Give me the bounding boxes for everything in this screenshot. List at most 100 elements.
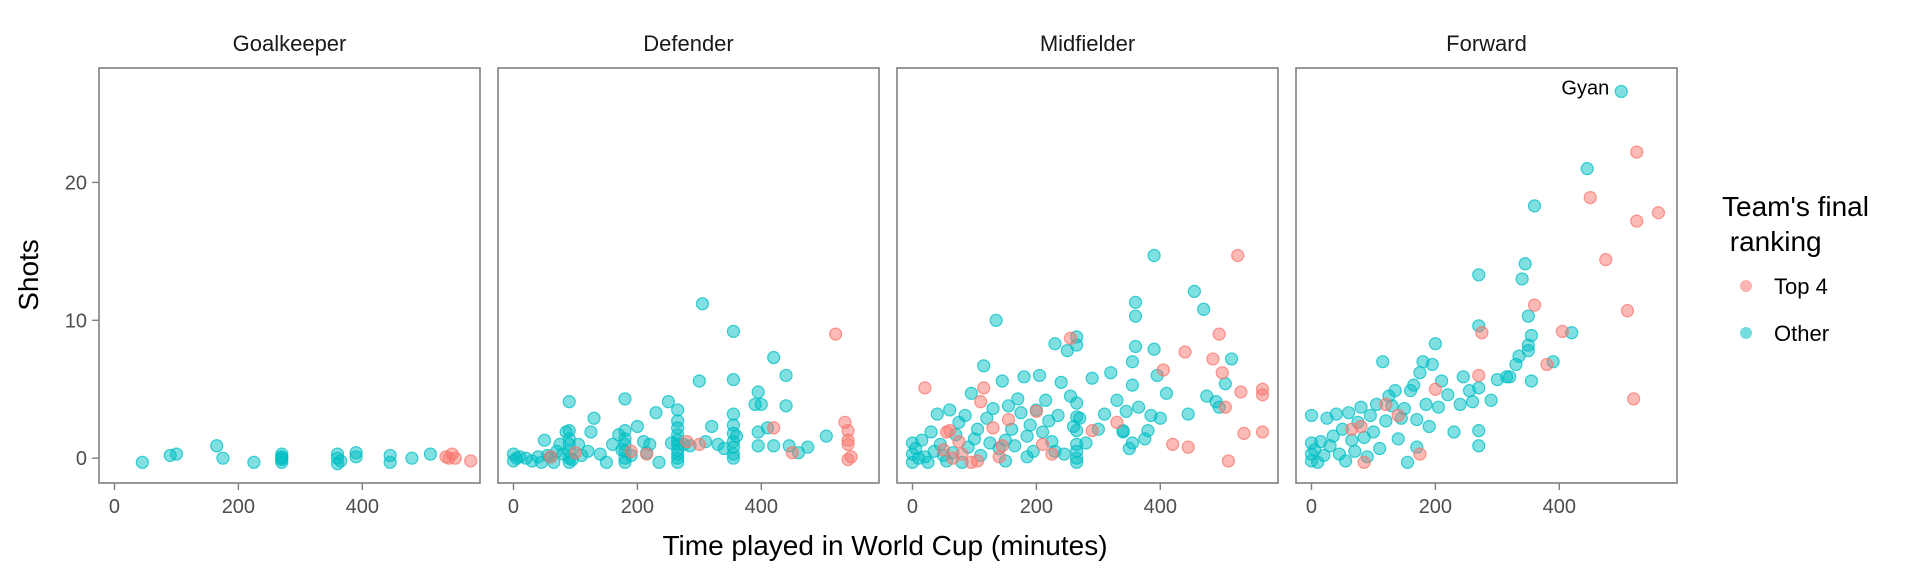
point-other — [1407, 378, 1421, 392]
point-other — [995, 374, 1009, 388]
point-other — [1132, 400, 1146, 414]
point-other — [779, 368, 793, 383]
point-other — [767, 350, 781, 365]
point-other — [1524, 328, 1539, 343]
point-other — [964, 386, 978, 400]
point-other — [334, 454, 348, 468]
point-other — [1614, 84, 1628, 99]
legend-title-line-2: ranking — [1722, 226, 1822, 257]
point-other — [652, 455, 666, 469]
point-top4 — [1212, 327, 1226, 341]
x-tick-label: 0 — [1306, 496, 1317, 518]
point-other — [726, 324, 741, 338]
point-other — [671, 455, 685, 469]
point-top4 — [544, 450, 558, 464]
point-other — [1363, 408, 1377, 423]
point-other — [1141, 424, 1155, 438]
point-other — [1014, 406, 1028, 420]
point-top4 — [1166, 437, 1180, 451]
point-top4 — [464, 454, 478, 468]
y-tick-label: 20 — [65, 172, 87, 194]
x-tick-label: 400 — [346, 496, 379, 518]
x-tick-label: 400 — [1144, 496, 1177, 518]
point-other — [1580, 162, 1594, 176]
point-other — [1400, 455, 1415, 469]
point-top4 — [918, 381, 932, 395]
legend-key-top4 — [1740, 280, 1752, 292]
point-other — [630, 419, 644, 434]
point-other — [1472, 439, 1486, 453]
point-other — [1039, 393, 1053, 407]
point-other — [819, 429, 833, 443]
point-other — [661, 395, 675, 409]
point-other — [1453, 397, 1467, 412]
point-annotation: Gyan — [1561, 77, 1609, 99]
point-other — [247, 455, 261, 469]
point-other — [587, 411, 601, 425]
facet-title: Midfielder — [1040, 31, 1135, 56]
x-tick-label: 200 — [621, 496, 654, 518]
panel-border — [497, 67, 880, 484]
point-other — [1447, 425, 1461, 439]
point-other — [1419, 397, 1433, 412]
point-other — [1376, 355, 1390, 369]
legend-label-top4: Top 4 — [1774, 274, 1828, 299]
point-other — [423, 447, 438, 461]
point-other — [1329, 407, 1343, 421]
point-other — [1518, 257, 1532, 271]
point-other — [1472, 268, 1486, 282]
y-axis-title: Shots — [13, 239, 44, 311]
point-other — [584, 425, 598, 439]
point-other — [943, 403, 957, 417]
point-other — [1011, 392, 1025, 406]
point-top4 — [1178, 345, 1192, 359]
point-other — [1187, 284, 1201, 298]
point-top4 — [974, 395, 988, 409]
point-top4 — [1472, 368, 1486, 383]
point-other — [977, 359, 991, 373]
point-other — [970, 422, 985, 436]
point-top4 — [439, 450, 453, 464]
point-top4 — [1181, 440, 1195, 454]
point-other — [1524, 374, 1539, 388]
point-other — [767, 439, 781, 453]
point-top4 — [1234, 385, 1248, 399]
point-other — [1428, 337, 1442, 351]
point-top4 — [1237, 426, 1251, 440]
x-tick-label: 200 — [1020, 496, 1053, 518]
point-other — [1515, 272, 1529, 286]
point-other — [1153, 411, 1167, 425]
point-other — [1441, 388, 1455, 402]
point-other — [1197, 302, 1211, 316]
point-other — [210, 439, 224, 453]
point-top4 — [568, 446, 583, 460]
facet-midfielder: Midfielder 0 200 400 — [896, 31, 1279, 518]
point-other — [1023, 418, 1037, 432]
point-other — [1073, 411, 1087, 425]
legend: Team's final ranking Top 4 Other — [1722, 191, 1869, 346]
point-top4 — [1045, 447, 1059, 461]
point-other — [1125, 436, 1140, 450]
point-top4 — [1231, 248, 1245, 263]
panel-border — [1295, 67, 1678, 484]
point-other — [1465, 395, 1480, 409]
facet-forward: Forward 0 200 400 Gyan — [1295, 31, 1678, 518]
point-top4 — [767, 421, 781, 435]
point-other — [986, 401, 1000, 416]
x-tick-label: 0 — [109, 496, 120, 518]
point-other — [1521, 344, 1535, 358]
point-top4 — [1540, 357, 1554, 372]
x-tick-label: 400 — [745, 496, 778, 518]
point-top4 — [785, 446, 799, 460]
point-other — [751, 385, 765, 399]
point-top4 — [841, 437, 855, 451]
point-other — [1070, 455, 1084, 469]
point-top4 — [1001, 412, 1016, 427]
point-top4 — [977, 381, 991, 395]
point-other — [599, 455, 614, 469]
point-other — [754, 397, 768, 412]
point-other — [1456, 370, 1470, 384]
point-other — [1147, 248, 1161, 263]
